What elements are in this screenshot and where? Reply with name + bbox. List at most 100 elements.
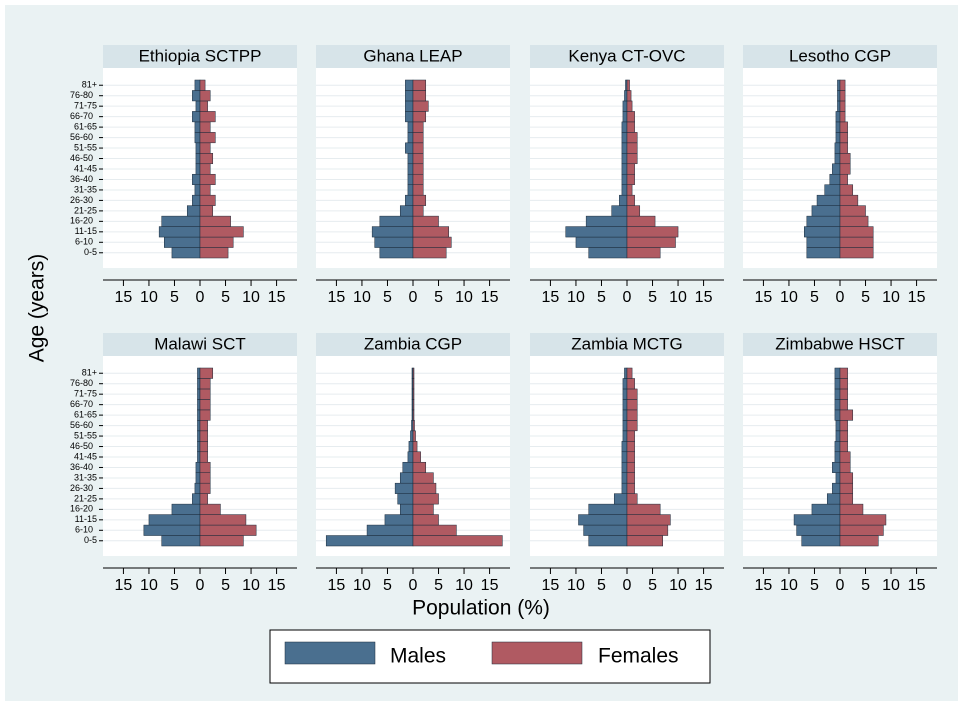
- bar: [621, 184, 628, 196]
- bar: [412, 121, 424, 133]
- bar: [811, 205, 841, 217]
- bar: [194, 79, 201, 91]
- panel-title: Zambia MCTG: [571, 334, 682, 353]
- bar: [621, 142, 628, 154]
- bar: [399, 503, 414, 515]
- bar: [839, 90, 846, 102]
- bar: [412, 163, 424, 175]
- bar: [839, 461, 851, 473]
- y-tick-label: 26-30: [70, 195, 93, 205]
- y-tick-label: 41-45: [74, 163, 97, 173]
- y-tick-label: 6-10: [75, 525, 93, 535]
- bar: [199, 514, 247, 526]
- bar: [585, 215, 628, 227]
- bar: [626, 142, 638, 154]
- bar: [199, 205, 214, 217]
- x-tick-label: 5: [434, 289, 443, 306]
- bar: [397, 493, 414, 505]
- bar: [148, 514, 201, 526]
- x-axis-title: Population (%): [412, 597, 550, 620]
- x-tick-label: 15: [542, 289, 560, 306]
- bar: [197, 388, 201, 400]
- bar: [626, 111, 635, 123]
- y-tick-label: 51-55: [74, 430, 97, 440]
- x-tick-label: 10: [455, 289, 473, 306]
- x-tick-label: 0: [409, 289, 418, 306]
- bar: [611, 205, 628, 217]
- bar: [626, 472, 635, 484]
- x-tick-label: 0: [836, 289, 845, 306]
- x-tick-label: 10: [669, 289, 687, 306]
- y-tick-label: 66-70: [70, 111, 93, 121]
- y-tick-label: 56-60: [70, 132, 93, 142]
- bar: [621, 153, 628, 165]
- bar: [197, 430, 201, 442]
- bar: [199, 79, 206, 91]
- bar: [405, 194, 414, 206]
- x-tick-label: 5: [597, 289, 606, 306]
- bar: [199, 132, 216, 144]
- bar: [199, 461, 211, 473]
- bar: [835, 430, 841, 442]
- bar: [412, 153, 424, 165]
- x-tick-label: 5: [861, 577, 870, 594]
- bar: [626, 388, 638, 400]
- bar: [199, 236, 234, 248]
- bar: [839, 503, 864, 515]
- bar: [412, 472, 434, 484]
- y-tick-label: 81+: [82, 80, 97, 90]
- bar: [837, 90, 841, 102]
- bar: [197, 451, 201, 463]
- bar: [796, 524, 841, 536]
- bar: [161, 535, 201, 547]
- bar: [621, 173, 628, 185]
- bar: [839, 388, 848, 400]
- bar: [839, 482, 854, 494]
- panel-header: [316, 45, 510, 68]
- bar: [161, 215, 201, 227]
- bar: [192, 111, 201, 123]
- bar: [412, 451, 421, 463]
- bar: [412, 184, 424, 196]
- bar: [621, 482, 628, 494]
- bar: [622, 420, 628, 432]
- x-tick-label: 15: [542, 577, 560, 594]
- bar: [839, 184, 854, 196]
- bar: [199, 535, 244, 547]
- bar: [626, 236, 676, 248]
- bar: [578, 514, 628, 526]
- x-tick-label: 5: [170, 289, 179, 306]
- y-axis-title: Age (years): [26, 254, 49, 363]
- bar: [839, 132, 848, 144]
- x-tick-label: 10: [882, 577, 900, 594]
- bar: [412, 399, 415, 411]
- x-tick-label: 5: [648, 577, 657, 594]
- bar: [199, 226, 244, 238]
- bar: [412, 493, 439, 505]
- bar: [839, 430, 848, 442]
- bar: [626, 514, 671, 526]
- bar: [839, 514, 887, 526]
- bar: [839, 79, 846, 91]
- bar: [194, 184, 201, 196]
- y-tick-label: 26-30: [70, 483, 93, 493]
- bar: [199, 451, 208, 463]
- panel-title: Zambia CGP: [364, 334, 462, 353]
- legend-label: Females: [598, 645, 679, 668]
- bar: [158, 226, 201, 238]
- bar: [412, 90, 427, 102]
- bar: [801, 535, 841, 547]
- panel-header: [103, 45, 297, 68]
- bar: [405, 142, 414, 154]
- bar: [412, 100, 429, 112]
- bar: [588, 535, 628, 547]
- bar: [199, 121, 211, 133]
- y-tick-label: 31-35: [74, 184, 97, 194]
- panel-header: [743, 45, 937, 68]
- x-tick-label: 10: [882, 289, 900, 306]
- y-tick-label: 76-80: [70, 90, 93, 100]
- bar: [192, 173, 201, 185]
- bar: [195, 472, 201, 484]
- bar: [199, 493, 208, 505]
